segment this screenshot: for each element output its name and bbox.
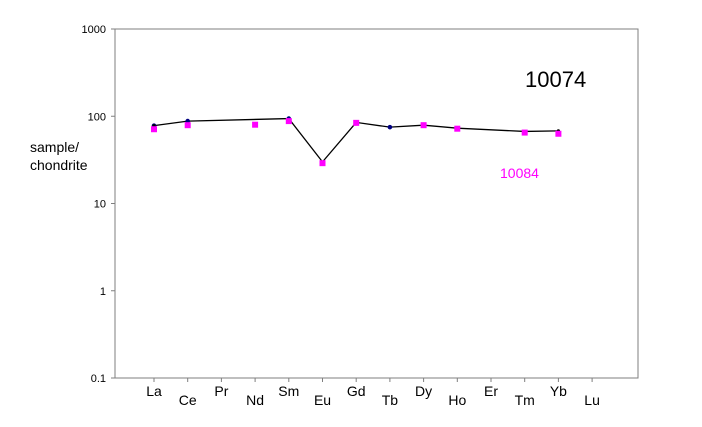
y-axis-label-line-1: sample/	[30, 139, 79, 155]
x-tick-label: Yb	[550, 383, 567, 399]
series-label-10084: 10084	[500, 165, 539, 181]
y-tick-label: 100	[88, 111, 106, 123]
x-tick-label: Sm	[278, 383, 299, 399]
x-tick-label: Gd	[347, 383, 366, 399]
point-10084	[252, 121, 259, 128]
series-layer	[151, 116, 562, 167]
y-tick-label: 10	[94, 199, 106, 211]
x-tick-label: Dy	[415, 383, 432, 399]
series-line-10074	[153, 117, 559, 163]
point-10084	[151, 126, 157, 133]
x-tick-label: Nd	[246, 392, 264, 408]
point-10084	[420, 122, 427, 129]
y-axis-label-line-2: chondrite	[30, 157, 88, 173]
x-tick-label: Eu	[314, 392, 331, 408]
series-label-10074: 10074	[525, 67, 586, 92]
point-10084	[285, 118, 292, 125]
x-tick-label: Ce	[179, 392, 197, 408]
point-10084	[555, 130, 562, 137]
point-10074	[387, 124, 393, 130]
point-10084	[521, 129, 528, 136]
x-tick-label: Tm	[515, 392, 535, 408]
point-10084	[454, 125, 461, 132]
x-tick-label: Ho	[448, 392, 466, 408]
y-tick-label: 1	[100, 286, 106, 298]
y-tick-label: 1000	[82, 24, 106, 36]
x-tick-label: Lu	[584, 392, 600, 408]
x-axis-ticks: La Ce Pr Nd Sm Eu Gd Tb Dy Ho Er Tm Yb Lu	[146, 378, 600, 408]
point-10084	[353, 119, 360, 126]
x-tick-label: Er	[484, 383, 498, 399]
y-axis-ticks: 0.1 1 10 100 1000	[82, 24, 115, 385]
x-tick-label: Tb	[382, 392, 399, 408]
x-tick-label: La	[146, 383, 162, 399]
x-tick-label: Pr	[214, 383, 228, 399]
y-tick-label: 0.1	[91, 373, 106, 385]
point-10084	[319, 160, 326, 167]
y-axis-label: sample/ chondrite	[30, 139, 88, 173]
point-10084	[184, 122, 191, 129]
